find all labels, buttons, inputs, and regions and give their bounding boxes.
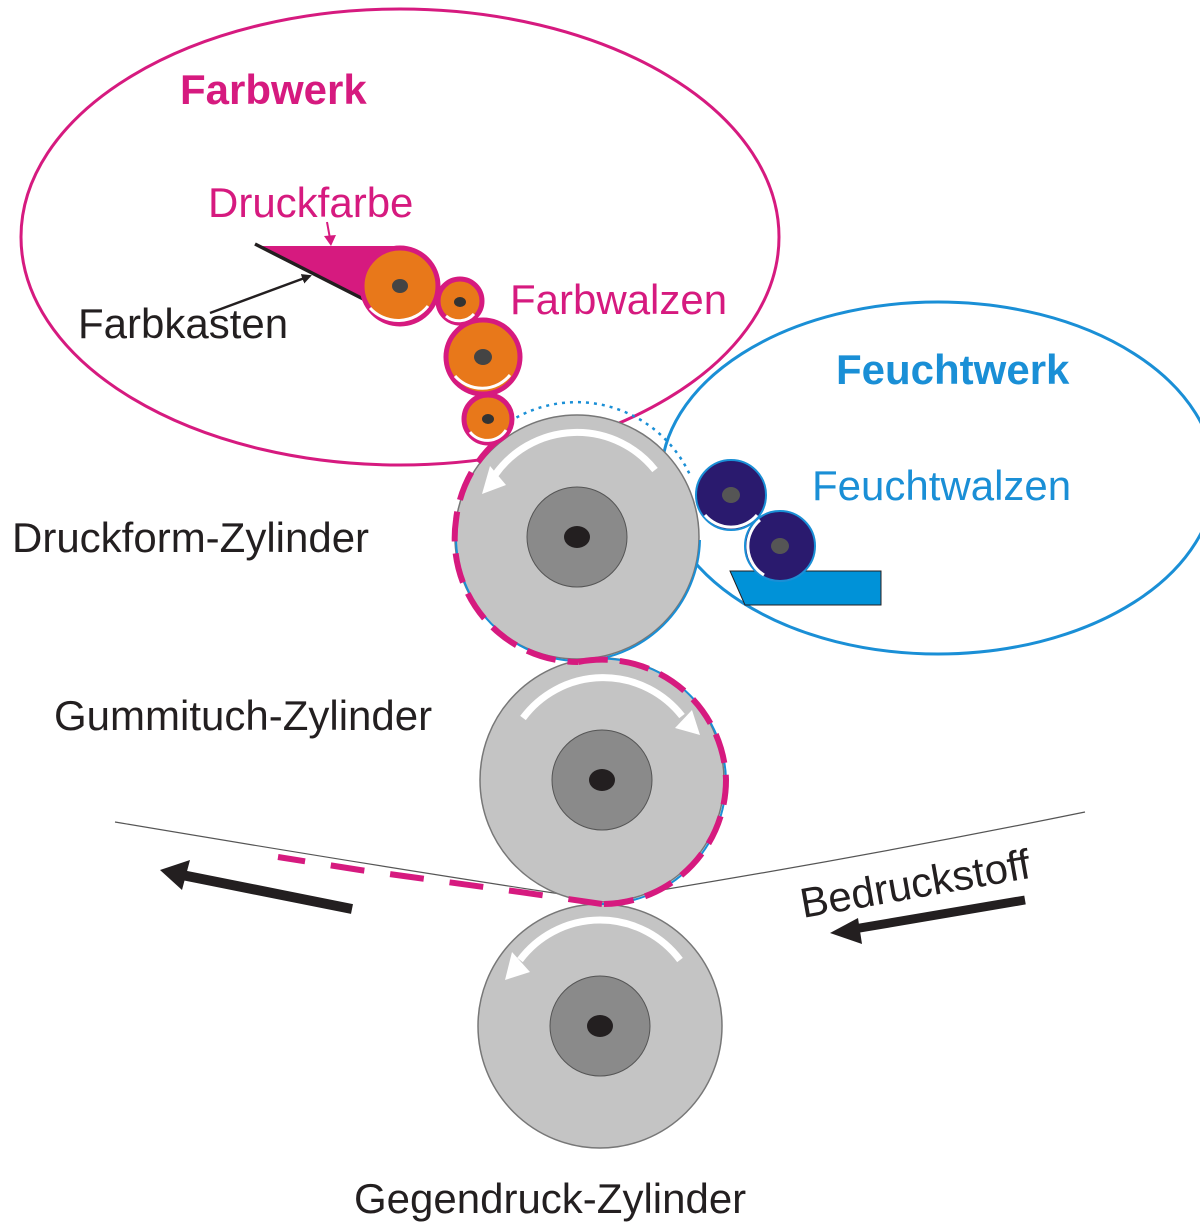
farbwalzen-label: Farbwalzen xyxy=(510,276,727,323)
ink-roller-2 xyxy=(435,276,485,326)
ink-roller-1 xyxy=(359,245,441,327)
druckform-cylinder xyxy=(454,414,700,660)
farbkasten-label: Farbkasten xyxy=(78,300,288,347)
ink-roller-4 xyxy=(461,392,515,446)
water-fountain xyxy=(729,570,882,606)
dampening-roller-1 xyxy=(695,459,767,531)
gegendruck-cylinder xyxy=(477,903,723,1149)
druckform-zylinder-label: Druckform-Zylinder xyxy=(12,514,369,561)
dampening-roller-2 xyxy=(744,510,816,582)
gummituch-cylinder xyxy=(479,657,725,903)
bedruckstoff-label: Bedruckstoff xyxy=(796,840,1034,927)
feuchtwerk-label: Feuchtwerk xyxy=(836,346,1070,393)
gummituch-zylinder-label: Gummituch-Zylinder xyxy=(54,692,432,739)
feuchtwalzen-label: Feuchtwalzen xyxy=(812,462,1071,509)
ink-path xyxy=(451,437,579,665)
farbkasten-arrow xyxy=(209,274,312,315)
input-arrow xyxy=(847,895,1026,935)
gegendruck-zylinder-label: Gegendruck-Zylinder xyxy=(354,1175,746,1222)
druckfarbe-label: Druckfarbe xyxy=(208,179,413,226)
farbwerk-label: Farbwerk xyxy=(180,66,367,113)
ink-roller-3 xyxy=(443,317,523,397)
output-arrow xyxy=(171,868,353,914)
farbwerk-ellipse xyxy=(19,7,781,467)
